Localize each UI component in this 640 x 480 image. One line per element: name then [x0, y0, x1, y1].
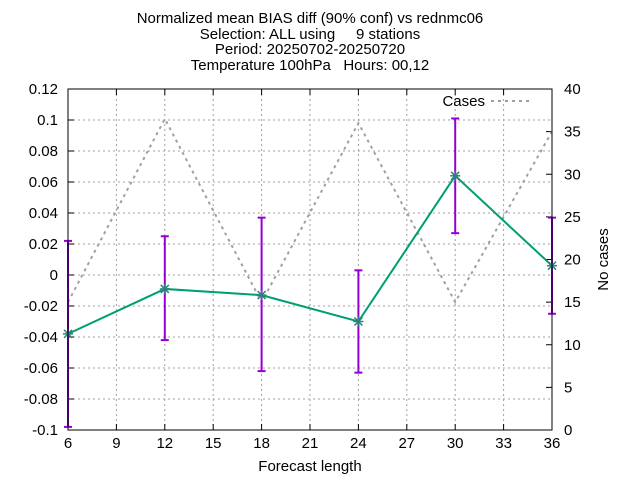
x-tick-label: 27 — [398, 435, 415, 452]
cases-line — [67, 116, 553, 305]
x-axis-ticks: 6 9 12 15 18 21 24 27 30 33 36 — [64, 89, 561, 452]
cases-series — [67, 116, 553, 305]
y-tick-label: -0.1 — [32, 422, 58, 439]
y2-tick-label: 15 — [564, 294, 581, 311]
y2-tick-label: 35 — [564, 124, 581, 141]
legend: Cases — [442, 93, 531, 110]
y2-axis-label: No cases — [595, 228, 612, 291]
bias-point — [256, 290, 267, 301]
x-tick-label: 9 — [112, 435, 120, 452]
title-line-4: Temperature 100hPa Hours: 00,12 — [190, 56, 430, 74]
plot-frame — [67, 88, 553, 431]
title-line-3: Period: 20250702-20250720 — [214, 41, 406, 58]
y-tick-label: -0.02 — [24, 298, 58, 315]
title-line-1: Normalized mean BIAS diff (90% conf) vs … — [136, 10, 484, 27]
bias-point — [450, 170, 461, 181]
x-tick-label: 36 — [544, 435, 561, 452]
y2-tick-label: 30 — [564, 166, 581, 183]
y2-tick-label: 25 — [564, 209, 581, 226]
y2-axis-ticks: 0 5 10 15 20 25 30 35 40 — [546, 81, 581, 439]
y-tick-label: -0.06 — [24, 360, 58, 377]
y-tick-label: 0.08 — [29, 143, 58, 160]
y-axis-ticks: -0.1 -0.08 -0.06 -0.04 -0.02 0 0.02 0.04 0.06 0.0… — [24, 81, 74, 439]
x-tick-label: 21 — [302, 435, 319, 452]
y2-tick-label: 5 — [564, 379, 572, 396]
y2-tick-label: 0 — [564, 422, 572, 439]
y-tick-label: -0.08 — [24, 391, 58, 408]
y-tick-label: 0.02 — [29, 236, 58, 253]
x-axis-label: Forecast length — [258, 458, 361, 475]
y-tick-label: 0 — [50, 267, 58, 284]
bias-line — [67, 174, 553, 335]
title-line-2: Selection: ALL using 9 stations — [199, 25, 421, 43]
y-tick-label: 0.06 — [29, 174, 58, 191]
y-tick-label: 0.04 — [29, 205, 58, 222]
bias-point — [159, 283, 170, 294]
grid-lines — [68, 89, 552, 430]
legend-label-cases: Cases — [442, 93, 485, 110]
y2-tick-label: 20 — [564, 252, 581, 269]
y2-tick-label: 40 — [564, 81, 581, 98]
y-tick-label: 0.12 — [29, 81, 58, 98]
y-tick-label: -0.04 — [24, 329, 58, 346]
x-tick-label: 6 — [64, 435, 72, 452]
y-tick-label: 0.1 — [37, 112, 58, 129]
chart-title: Normalized mean BIAS diff (90% conf) vs … — [0, 11, 620, 73]
x-tick-label: 33 — [495, 435, 512, 452]
bias-point — [353, 316, 364, 327]
x-tick-label: 15 — [205, 435, 222, 452]
y2-tick-label: 10 — [564, 337, 581, 354]
x-tick-label: 12 — [156, 435, 173, 452]
x-tick-label: 24 — [350, 435, 367, 452]
x-tick-label: 30 — [447, 435, 464, 452]
x-tick-label: 18 — [253, 435, 270, 452]
